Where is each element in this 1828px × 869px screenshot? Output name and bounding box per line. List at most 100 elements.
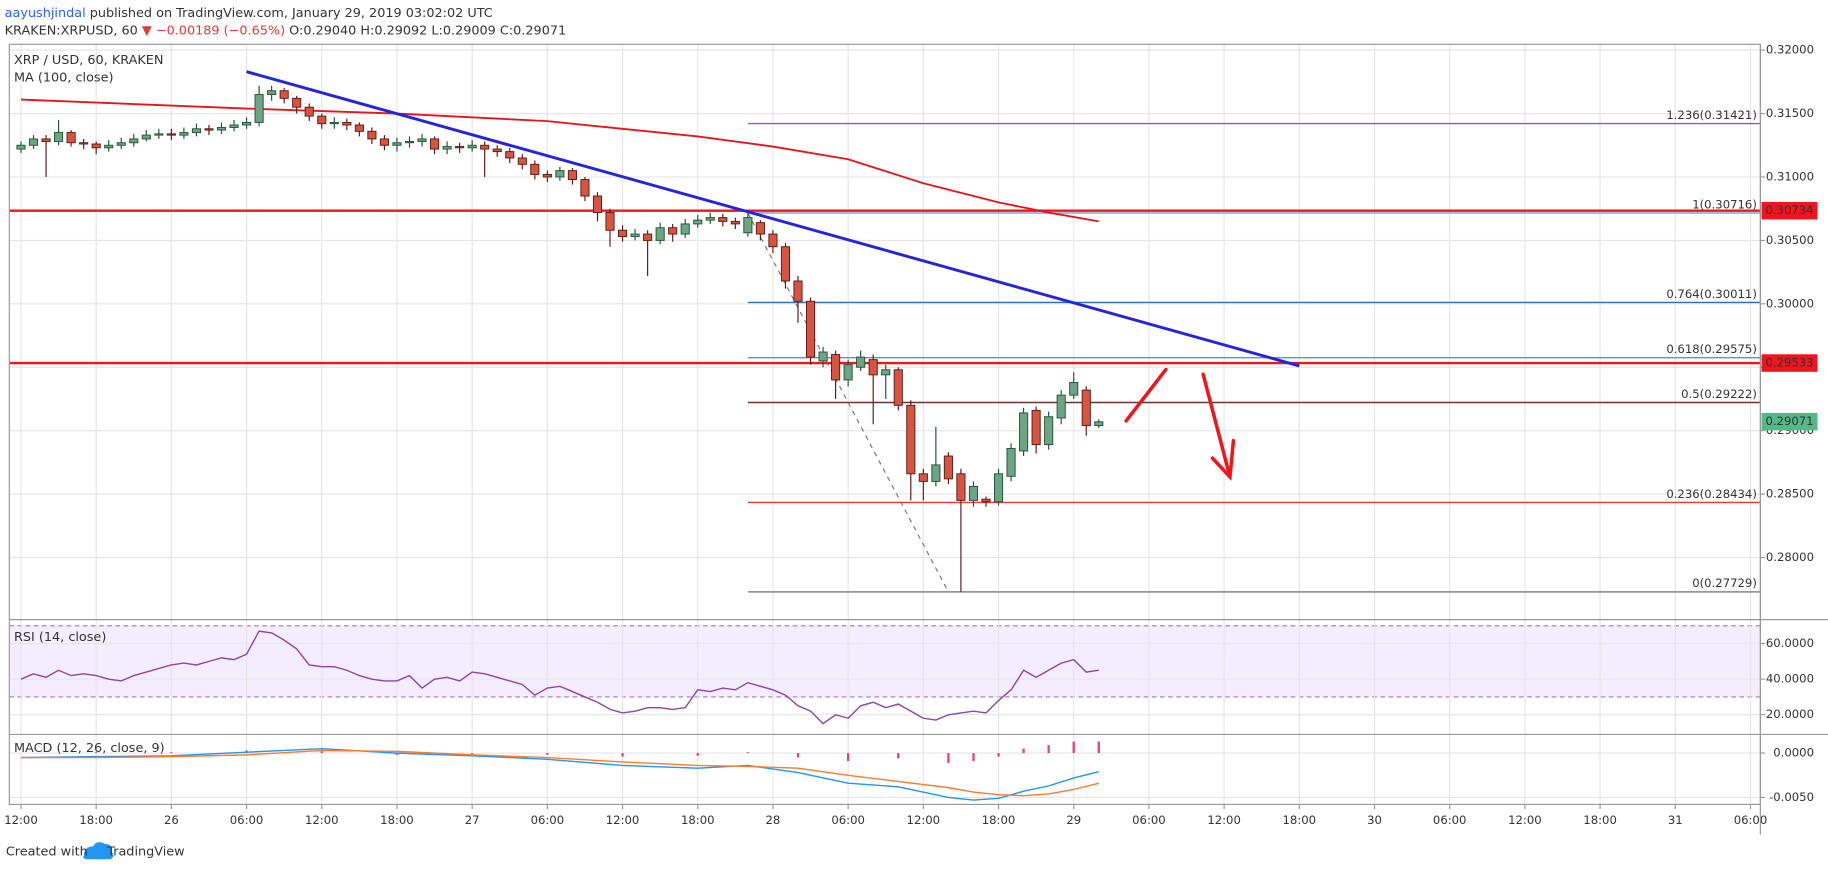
candle-body (931, 464, 941, 482)
x-tick-label: 12:00 (907, 813, 941, 827)
x-tick-label: 06:00 (831, 813, 865, 827)
candle-body (342, 121, 352, 126)
candle-body (367, 130, 377, 140)
candle-body (956, 473, 966, 501)
macd-title: MACD (12, 26, close, 9) (14, 741, 165, 756)
candle-body (705, 217, 715, 221)
author[interactable]: aayushjindal (5, 5, 86, 20)
candle-body (54, 132, 64, 142)
price-badge (1761, 201, 1818, 220)
y-tick-label: 0.28500 (1766, 487, 1814, 501)
candle-body (542, 173, 552, 178)
y-tick-label: 60.0000 (1766, 636, 1814, 650)
ma-label: MA (100, close) (14, 71, 114, 86)
x-tick-label: 18:00 (982, 813, 1016, 827)
candle-body (818, 351, 828, 362)
x-tick-label: 06:00 (1132, 813, 1166, 827)
candle-body (918, 473, 928, 482)
x-tick-label: 18:00 (1583, 813, 1617, 827)
up-arrow (1124, 367, 1168, 423)
y-tick-label: 0.32000 (1766, 43, 1814, 57)
fib-label: 1.236(0.31421) (1666, 108, 1757, 122)
candle-body (755, 222, 765, 235)
candle-body (392, 142, 402, 146)
brand[interactable]: TradingView (106, 845, 184, 860)
macd-line (20, 747, 1099, 801)
candle-body (267, 90, 277, 95)
header-line: aayushjindal published on TradingView.co… (5, 5, 493, 20)
y-tick-label: 20.0000 (1766, 707, 1814, 721)
candle-body (668, 227, 678, 235)
y-tick-label: -0.0050 (1769, 790, 1814, 804)
candle-body (981, 498, 991, 503)
price-badge-label: 0.30734 (1765, 203, 1813, 217)
y-tick-label: 0.31500 (1766, 106, 1814, 120)
price-badge (1761, 412, 1818, 431)
candle-body (229, 124, 239, 128)
candle-body (592, 195, 603, 213)
x-tick-label: 06:00 (1433, 813, 1467, 827)
price-badge-label: 0.29071 (1765, 414, 1813, 428)
fib-label: 1(0.30716) (1692, 197, 1757, 211)
candle-body (1019, 412, 1029, 452)
candle-body (993, 473, 1004, 503)
candle-body (630, 233, 640, 238)
candle-body (743, 217, 753, 234)
candle-body (555, 170, 565, 178)
candle-body (793, 280, 803, 302)
candle-body (455, 146, 465, 149)
candle-body (191, 128, 201, 134)
y-tick-label: 0.30500 (1766, 233, 1814, 247)
candle-body (1031, 409, 1041, 446)
candle-body (104, 144, 114, 149)
y-tick-label: 0.31000 (1766, 169, 1814, 183)
x-tick-label: 31 (1668, 813, 1683, 827)
candle-body (881, 369, 891, 376)
candle-body (304, 106, 314, 117)
candle-body (354, 124, 364, 132)
candle-body (492, 148, 502, 153)
candle-body (91, 143, 101, 149)
candle-body (655, 227, 665, 241)
x-tick-label: 06:00 (1734, 813, 1768, 827)
x-tick-label: 26 (164, 813, 179, 827)
x-tick-label: 30 (1367, 813, 1382, 827)
candle-body (580, 179, 590, 197)
rsi-line (20, 630, 1099, 725)
candle-body (179, 132, 189, 136)
candle-body (517, 157, 527, 165)
candle-body (204, 128, 214, 131)
brand-icon (83, 842, 114, 860)
candle-body (868, 359, 878, 376)
candle-body (254, 94, 264, 123)
x-tick-label: 12:00 (4, 813, 38, 827)
down-arrow (1201, 372, 1232, 479)
chart-title: XRP / USD, 60, KRAKEN (14, 53, 163, 68)
candle-body (79, 142, 89, 145)
x-tick-label: 18:00 (681, 813, 715, 827)
x-tick-label: 12:00 (606, 813, 640, 827)
candle-body (730, 220, 740, 225)
candle-body (856, 356, 866, 368)
candle-body (404, 140, 415, 144)
fib-label: 0.5(0.29222) (1681, 387, 1757, 401)
candle-body (693, 219, 703, 225)
fib-label: 0.236(0.28434) (1666, 487, 1757, 501)
drawn-arrows (1124, 367, 1236, 481)
candle-body (1006, 447, 1016, 477)
candle-body (317, 115, 327, 125)
fib-trend (747, 212, 949, 593)
candle-body (216, 127, 227, 131)
candle-body (530, 163, 540, 175)
candle-body (166, 133, 176, 136)
candle-body (1094, 421, 1104, 427)
candle-body (1069, 381, 1079, 396)
candle-body (831, 354, 841, 381)
symbol: KRAKEN:XRPUSD, 60 (5, 23, 142, 38)
moving-average (20, 98, 1099, 223)
candle-body (379, 138, 389, 146)
candle-body (906, 404, 916, 475)
candle-body (893, 369, 903, 406)
x-tick-label: 18:00 (380, 813, 414, 827)
